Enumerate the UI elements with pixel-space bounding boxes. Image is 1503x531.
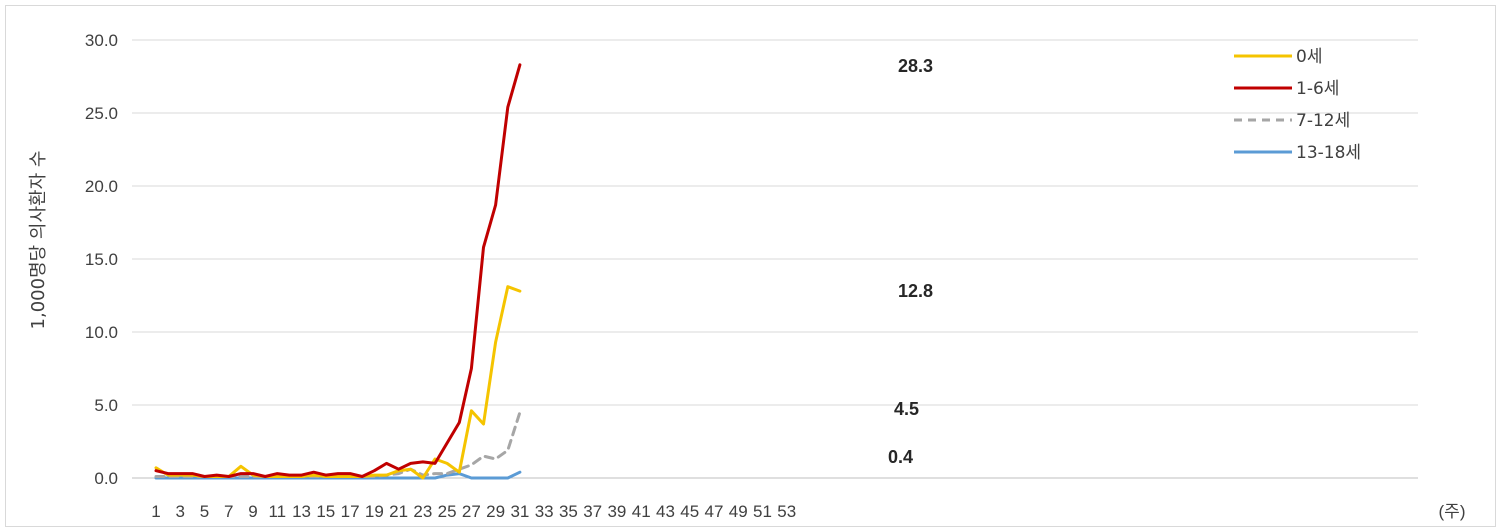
end-data-label: 0.4	[888, 447, 913, 467]
end-data-label: 4.5	[894, 399, 919, 419]
data-labels: 12.8 28.3 4.5 0.4	[888, 56, 933, 467]
y-tick-label: 0.0	[94, 469, 118, 488]
x-tick-label: 21	[389, 502, 408, 521]
x-tick-label: 39	[607, 502, 626, 521]
x-tick-label: 7	[224, 502, 233, 521]
series-line-2	[154, 63, 522, 478]
legend-entry: 0세	[1296, 47, 1322, 67]
x-tick-label: 31	[510, 502, 529, 521]
legend-entry: 1-6세	[1296, 79, 1339, 99]
x-tick-label: 29	[486, 502, 505, 521]
x-tick-label: 49	[729, 502, 748, 521]
x-tick-label: 23	[413, 502, 432, 521]
x-tick-label: 15	[316, 502, 335, 521]
x-tick-label: 51	[753, 502, 772, 521]
series-lines	[154, 63, 522, 480]
gridlines	[132, 39, 1418, 479]
x-tick-label: 11	[268, 502, 286, 521]
x-axis-label: (주)	[1439, 502, 1466, 521]
x-axis-ticks: 1 3 5 7 9 11 13 15 17 19 21 23 25 27 29 31 33 35 37 39 41 43 4…	[151, 502, 796, 521]
x-tick-label: 13	[292, 502, 311, 521]
x-tick-label: 19	[365, 502, 384, 521]
x-tick-label: 9	[248, 502, 257, 521]
legend-entry: 7-12세	[1296, 111, 1350, 131]
legend: 0세 1-6세 7-12세 13-18세	[1234, 47, 1361, 163]
x-tick-label: 43	[656, 502, 675, 521]
x-tick-label: 5	[200, 502, 209, 521]
chart-frame	[5, 5, 1496, 527]
end-data-label: 28.3	[898, 56, 933, 76]
y-tick-label: 5.0	[94, 396, 118, 415]
y-axis-label: 1,000명당 의사환자 수	[28, 151, 49, 330]
x-tick-label: 27	[462, 502, 481, 521]
end-data-label: 12.8	[898, 281, 933, 301]
x-tick-label: 25	[438, 502, 457, 521]
x-tick-label: 41	[632, 502, 651, 521]
y-tick-label: 25.0	[85, 104, 118, 123]
x-tick-label: 45	[680, 502, 699, 521]
y-axis-ticks: 0.0 5.0 10.0 15.0 20.0 25.0 30.0	[85, 31, 118, 488]
legend-entry: 13-18세	[1296, 143, 1361, 163]
x-tick-label: 17	[341, 502, 360, 521]
y-tick-label: 15.0	[85, 250, 118, 269]
x-tick-label: 1	[151, 502, 160, 521]
x-tick-label: 37	[583, 502, 602, 521]
y-tick-label: 10.0	[85, 323, 118, 342]
x-tick-label: 47	[705, 502, 724, 521]
x-tick-label: 35	[559, 502, 578, 521]
series-line-1	[154, 285, 522, 480]
x-tick-label: 3	[176, 502, 185, 521]
y-tick-label: 30.0	[85, 31, 118, 50]
y-tick-label: 20.0	[85, 177, 118, 196]
x-tick-label: 53	[777, 502, 796, 521]
x-tick-label: 33	[535, 502, 554, 521]
